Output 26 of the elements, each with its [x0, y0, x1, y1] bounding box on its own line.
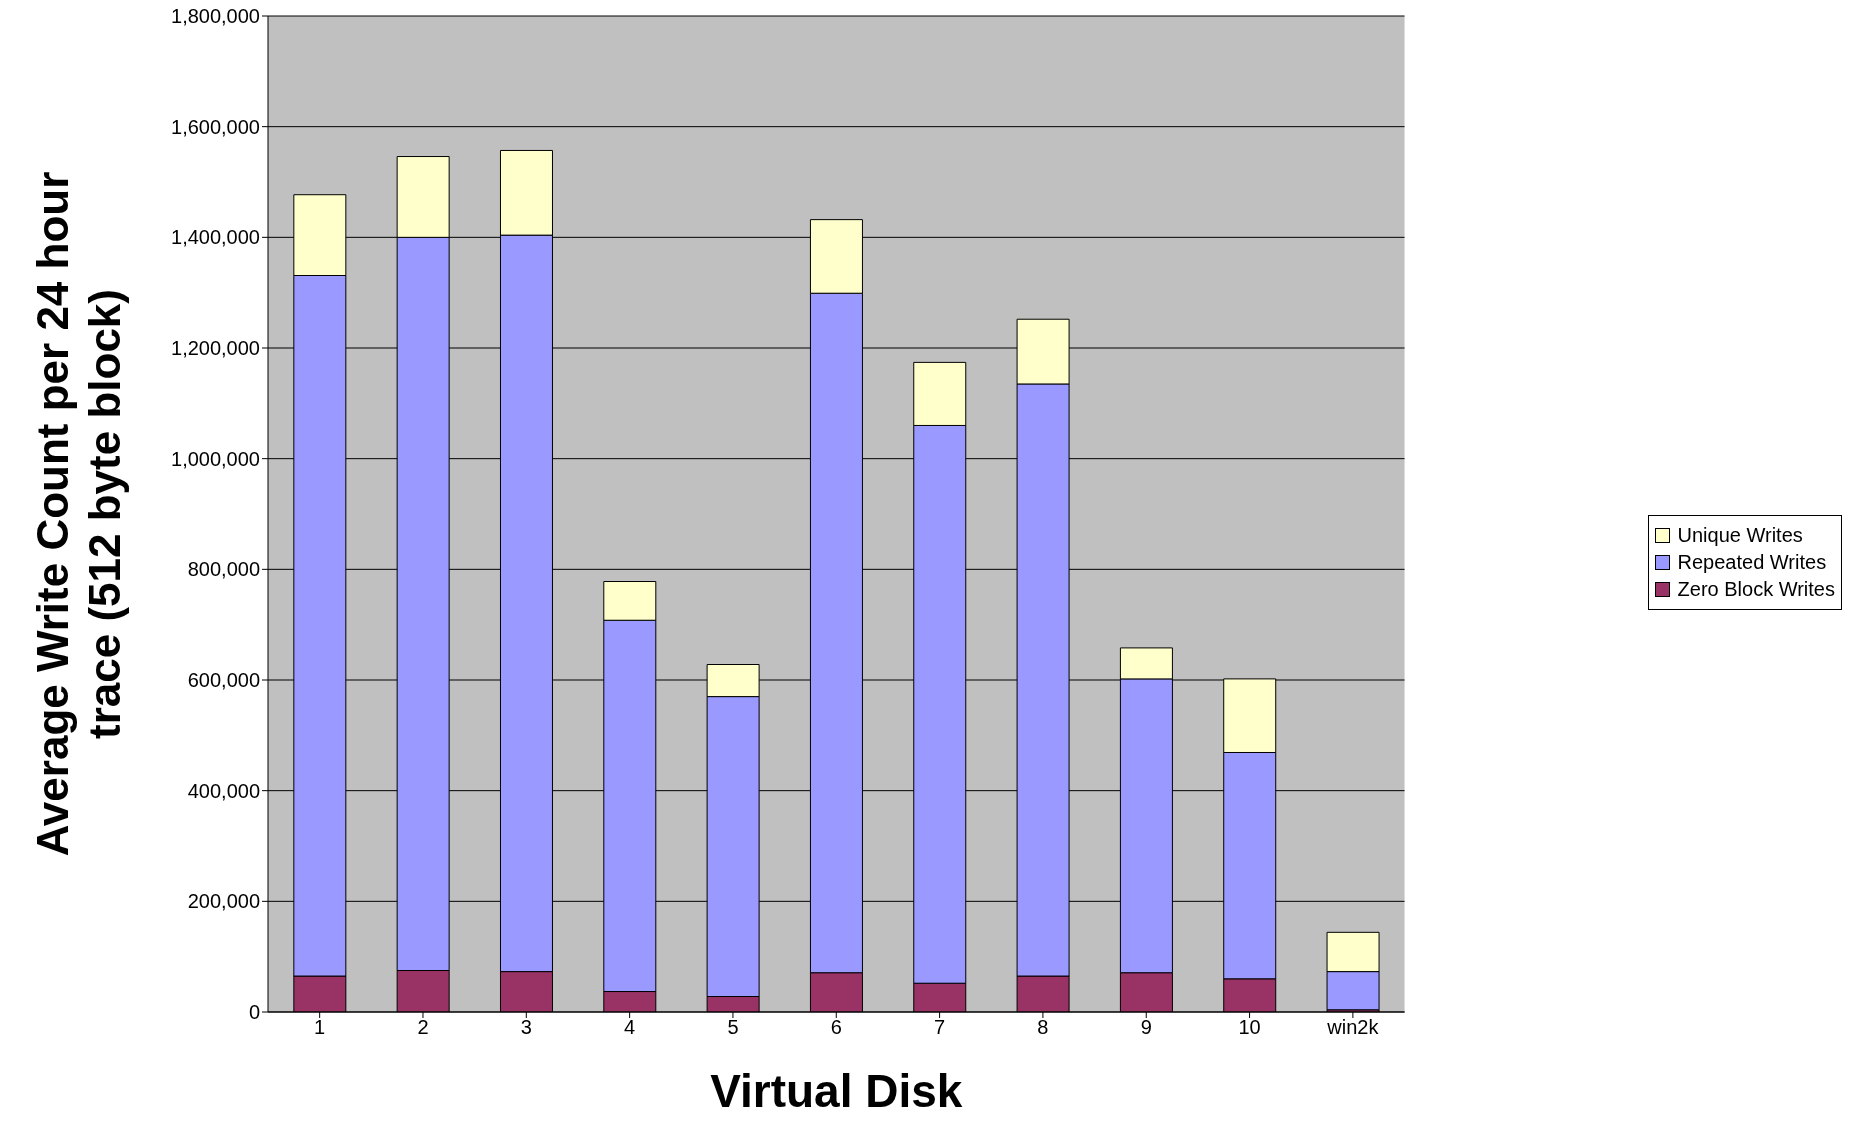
- x-tick-label: 9: [1140, 1016, 1152, 1039]
- y-tick-label: 400,000: [187, 779, 260, 802]
- y-tick-label: 600,000: [187, 669, 260, 692]
- y-tick-label: 1,200,000: [171, 337, 260, 360]
- x-tick-label: win2k: [1326, 1016, 1380, 1039]
- x-tick-label: 10: [1238, 1016, 1261, 1039]
- y-tick-label: 1,400,000: [171, 226, 260, 249]
- x-tick-label: 5: [727, 1016, 739, 1039]
- x-tick-label: 2: [417, 1016, 429, 1039]
- x-tick-label: 1: [314, 1016, 326, 1039]
- y-tick-label: 0: [248, 1001, 260, 1024]
- x-tick-label: 6: [830, 1016, 842, 1039]
- x-tick-label: 7: [934, 1016, 946, 1039]
- x-tick-label: 8: [1037, 1016, 1049, 1039]
- x-tick-label: 3: [520, 1016, 532, 1039]
- legend-label: Zero Block Writes: [1677, 578, 1835, 601]
- x-axis-title: Virtual Disk: [710, 1065, 963, 1117]
- y-tick-label: 800,000: [187, 558, 260, 581]
- y-tick-label: 1,800,000: [171, 5, 260, 28]
- y-tick-label: 200,000: [187, 890, 260, 913]
- y-tick-label: 1,000,000: [171, 447, 260, 470]
- x-tick-label: 4: [624, 1016, 636, 1039]
- legend-label: Repeated Writes: [1677, 551, 1827, 574]
- y-axis-title: Average Write Count per 24 hour trace (512 byte block): [28, 171, 129, 857]
- legend-label: Unique Writes: [1677, 524, 1803, 547]
- y-tick-label: 1,600,000: [171, 115, 260, 138]
